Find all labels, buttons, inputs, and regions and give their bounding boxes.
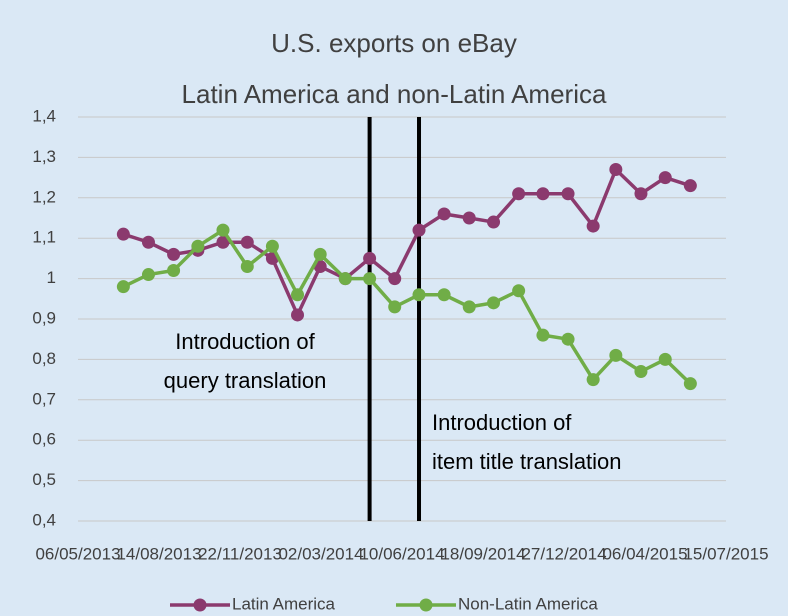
y-tick-label: 1: [47, 268, 56, 287]
data-point: [536, 187, 550, 201]
data-point: [437, 288, 451, 302]
data-point: [512, 187, 526, 201]
data-point: [363, 251, 377, 265]
y-tick-label: 0,4: [32, 510, 56, 529]
data-point: [240, 259, 254, 273]
x-tick-label: 10/06/2014: [359, 544, 444, 563]
data-point: [658, 352, 672, 366]
data-point: [388, 300, 402, 314]
data-point: [216, 235, 230, 249]
legend-marker: [193, 598, 207, 612]
data-point: [683, 377, 697, 391]
data-point: [586, 373, 600, 387]
y-tick-label: 0,5: [32, 470, 56, 489]
data-point: [561, 187, 575, 201]
x-tick-label: 18/09/2014: [440, 544, 525, 563]
data-point: [313, 247, 327, 261]
x-tick-label: 27/12/2014: [521, 544, 606, 563]
data-point: [338, 272, 352, 286]
data-point: [609, 163, 623, 177]
data-point: [291, 288, 305, 302]
data-point: [462, 300, 476, 314]
annotation: item title translation: [432, 449, 622, 474]
legend-label: Non-Latin America: [458, 594, 598, 613]
data-point: [141, 268, 155, 282]
data-point: [536, 328, 550, 342]
data-point: [586, 219, 600, 233]
data-point: [412, 223, 426, 237]
data-point: [634, 365, 648, 379]
chart-title: U.S. exports on eBay: [271, 28, 517, 58]
chart-subtitle: Latin America and non-Latin America: [182, 79, 607, 109]
data-point: [116, 227, 130, 241]
data-point: [388, 272, 402, 286]
y-tick-label: 0,6: [32, 430, 56, 449]
data-point: [216, 223, 230, 237]
data-point: [658, 171, 672, 185]
x-tick-label: 02/03/2014: [278, 544, 363, 563]
x-tick-label: 06/05/2013: [35, 544, 120, 563]
annotation: query translation: [164, 368, 327, 393]
data-point: [167, 247, 181, 261]
annotation: Introduction of: [175, 329, 315, 354]
legend-label: Latin America: [232, 594, 336, 613]
legend-marker: [419, 598, 433, 612]
data-point: [462, 211, 476, 225]
data-point: [512, 284, 526, 298]
x-tick-label: 22/11/2013: [198, 544, 282, 563]
data-point: [412, 288, 426, 302]
data-point: [561, 332, 575, 346]
data-point: [240, 235, 254, 249]
y-tick-label: 0,9: [32, 308, 56, 327]
data-point: [167, 264, 181, 278]
data-point: [265, 239, 279, 253]
y-tick-label: 0,8: [32, 349, 56, 368]
x-tick-label: 06/04/2015: [602, 544, 687, 563]
data-point: [487, 215, 501, 229]
data-point: [437, 207, 451, 221]
x-tick-label: 15/07/2015: [683, 544, 768, 563]
data-point: [291, 308, 305, 322]
y-tick-label: 1,4: [32, 106, 56, 125]
data-point: [683, 179, 697, 193]
y-tick-label: 0,7: [32, 389, 56, 408]
data-point: [141, 235, 155, 249]
data-point: [116, 280, 130, 294]
y-tick-label: 1,1: [32, 228, 56, 247]
y-tick-label: 1,3: [32, 147, 56, 166]
data-point: [609, 348, 623, 362]
annotation: Introduction of: [432, 410, 572, 435]
x-tick-label: 14/08/2013: [116, 544, 201, 563]
data-point: [363, 272, 377, 286]
data-point: [191, 239, 205, 253]
data-point: [634, 187, 648, 201]
data-point: [487, 296, 501, 310]
y-tick-label: 1,2: [32, 187, 56, 206]
